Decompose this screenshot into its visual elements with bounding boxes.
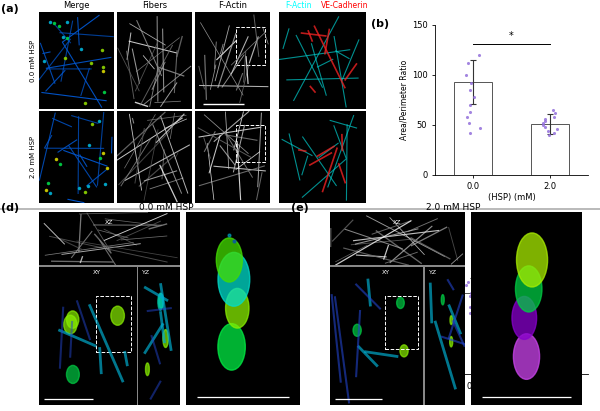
Point [466,102,475,108]
X-axis label: (HSP) (mM): (HSP) (mM) [488,392,535,401]
Bar [454,82,493,175]
Circle shape [218,323,245,370]
Text: Merge: Merge [63,1,90,10]
Circle shape [67,311,79,328]
Point [541,115,550,122]
Text: *: * [509,31,514,41]
Point [463,113,472,120]
Point [466,79,476,86]
Point [541,310,550,316]
Point [538,121,548,128]
Point [465,129,475,136]
Circle shape [514,334,539,379]
Point [469,93,479,100]
Text: 0.0 mM HSP: 0.0 mM HSP [139,203,194,212]
Text: YZ: YZ [428,270,437,275]
Point [464,119,474,126]
Circle shape [218,252,250,306]
Circle shape [226,289,249,328]
Text: 0.0 mM HSP: 0.0 mM HSP [30,39,36,82]
Point [543,127,553,134]
Circle shape [450,316,452,325]
Text: F-Actin: F-Actin [218,1,247,10]
Circle shape [64,315,77,334]
Point [540,118,550,124]
Point [541,278,551,285]
Point [551,109,560,116]
Point [541,123,550,130]
Circle shape [515,266,542,312]
Text: XY: XY [93,270,101,275]
Bar [236,27,265,65]
Text: XZ: XZ [393,220,402,225]
Point [466,109,475,115]
Text: YZ: YZ [142,270,150,275]
Bar [454,293,493,374]
Bar [236,125,265,162]
Point [465,86,475,93]
Circle shape [146,363,149,376]
Text: F-Actin: F-Actin [285,1,311,10]
Point [464,59,473,66]
Point [461,282,471,289]
Circle shape [163,330,169,347]
Text: 2.0 mM HSP: 2.0 mM HSP [426,203,480,212]
Point [545,132,554,138]
Point [550,113,559,120]
Y-axis label: VE-Cad per Cell (AU): VE-Cad per Cell (AU) [394,261,403,339]
Point [469,298,479,305]
Bar [530,124,569,175]
Circle shape [353,324,361,336]
Point [551,298,560,305]
Point [553,125,562,132]
Point [549,129,559,136]
Circle shape [159,293,163,308]
Point [461,72,471,78]
Point [541,289,551,296]
Bar [530,300,569,374]
Point [548,293,558,300]
Point [466,310,475,316]
Point [465,293,475,300]
Point [466,304,475,311]
Point [466,289,476,296]
Text: XZ: XZ [105,220,114,225]
Bar [385,296,418,349]
Point [464,278,473,285]
Point [474,51,484,58]
Point [548,106,558,113]
Y-axis label: Area/Perimeter Ratio: Area/Perimeter Ratio [400,60,409,140]
Point [538,119,548,126]
Point [551,286,561,292]
Text: (d): (d) [1,203,19,213]
Circle shape [449,337,453,347]
Text: n.s.: n.s. [503,232,520,242]
Text: (b): (b) [371,18,389,29]
Text: (c): (c) [371,214,388,224]
Circle shape [158,293,163,310]
Circle shape [441,295,444,305]
Point [539,269,548,276]
Circle shape [512,296,536,339]
Text: (a): (a) [1,4,19,14]
Text: XY: XY [382,270,390,275]
Circle shape [67,365,79,383]
Circle shape [400,345,408,357]
X-axis label: (HSP) (mM): (HSP) (mM) [488,193,535,202]
Text: (e): (e) [291,203,309,213]
Text: 2.0 mM HSP: 2.0 mM HSP [30,136,36,178]
Circle shape [216,238,242,282]
Point [550,304,559,311]
Text: Fibers: Fibers [142,1,167,10]
Point [475,125,484,131]
Bar [96,296,131,352]
Point [474,267,484,274]
Circle shape [111,306,124,325]
Text: VE-Cadherin: VE-Cadherin [321,1,368,10]
Circle shape [397,297,404,309]
Circle shape [517,233,548,287]
